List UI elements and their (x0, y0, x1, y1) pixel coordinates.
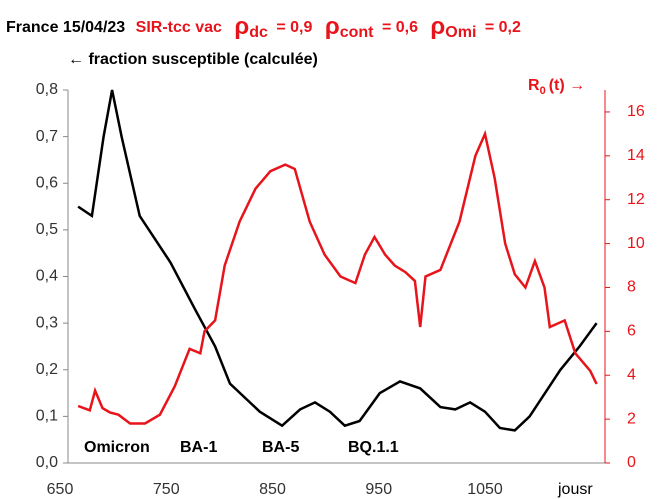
rho: ρ (430, 13, 445, 40)
annotation: BQ.1.1 (348, 439, 399, 456)
y2-tick-label: 2 (627, 410, 636, 427)
series-line (77, 129, 598, 425)
y-tick-label: 0,1 (36, 408, 58, 425)
x-tick-label: 850 (259, 481, 286, 498)
y2-tick-label: 4 (627, 366, 636, 383)
x-tick-label: 650 (47, 481, 74, 498)
rho-value: = 0,9 (276, 19, 312, 36)
y-tick-label: 0,3 (36, 314, 58, 331)
x-tick-label: 750 (153, 481, 180, 498)
y2-tick-label: 12 (627, 191, 645, 208)
y2-tick-label: 10 (627, 235, 645, 252)
y-tick-label: 0,5 (36, 221, 58, 238)
title-model: SIR-tcc vac (136, 19, 222, 36)
y-axis-label: ← fraction susceptible (calculée) (68, 51, 318, 68)
rho-sub: cont (340, 24, 374, 41)
y2-tick-label: 0 (627, 454, 636, 471)
x-axis-label: jousr (557, 481, 593, 498)
y2-label-main: R (528, 77, 540, 94)
rho-value: = 0,6 (382, 19, 418, 36)
rho-sub: dc (249, 24, 268, 41)
x-tick-label: 950 (365, 481, 392, 498)
chart-title: France 15/04/23 SIR-tcc vac ρdc = 0,9 ρc… (6, 13, 521, 41)
y-tick-label: 0,8 (36, 81, 58, 98)
y2-label-sub: 0 (540, 85, 546, 97)
annotation: Omicron (84, 439, 150, 456)
rho: ρ (325, 13, 340, 40)
rho-value: = 0,2 (485, 19, 521, 36)
rho: ρ (234, 13, 249, 40)
y2-label-rest: (t) → (549, 77, 585, 94)
y-tick-label: 0,4 (36, 268, 58, 285)
y2-axis-label: R0 (t) → (528, 77, 585, 97)
y-tick-label: 0,2 (36, 361, 58, 378)
y2-tick-label: 14 (627, 147, 645, 164)
series-line (77, 89, 598, 432)
y-tick-label: 0,7 (36, 128, 58, 145)
y-tick-label: 0,0 (36, 454, 58, 471)
y2-tick-label: 8 (627, 279, 636, 296)
rho-sub: Omi (445, 24, 476, 41)
title-place: France 15/04/23 (6, 19, 125, 36)
y2-tick-label: 6 (627, 323, 636, 340)
annotation: BA-1 (180, 439, 217, 456)
annotation: BA-5 (262, 439, 299, 456)
y-tick-label: 0,6 (36, 174, 58, 191)
y2-tick-label: 16 (627, 103, 645, 120)
x-tick-label: 1050 (467, 481, 503, 498)
